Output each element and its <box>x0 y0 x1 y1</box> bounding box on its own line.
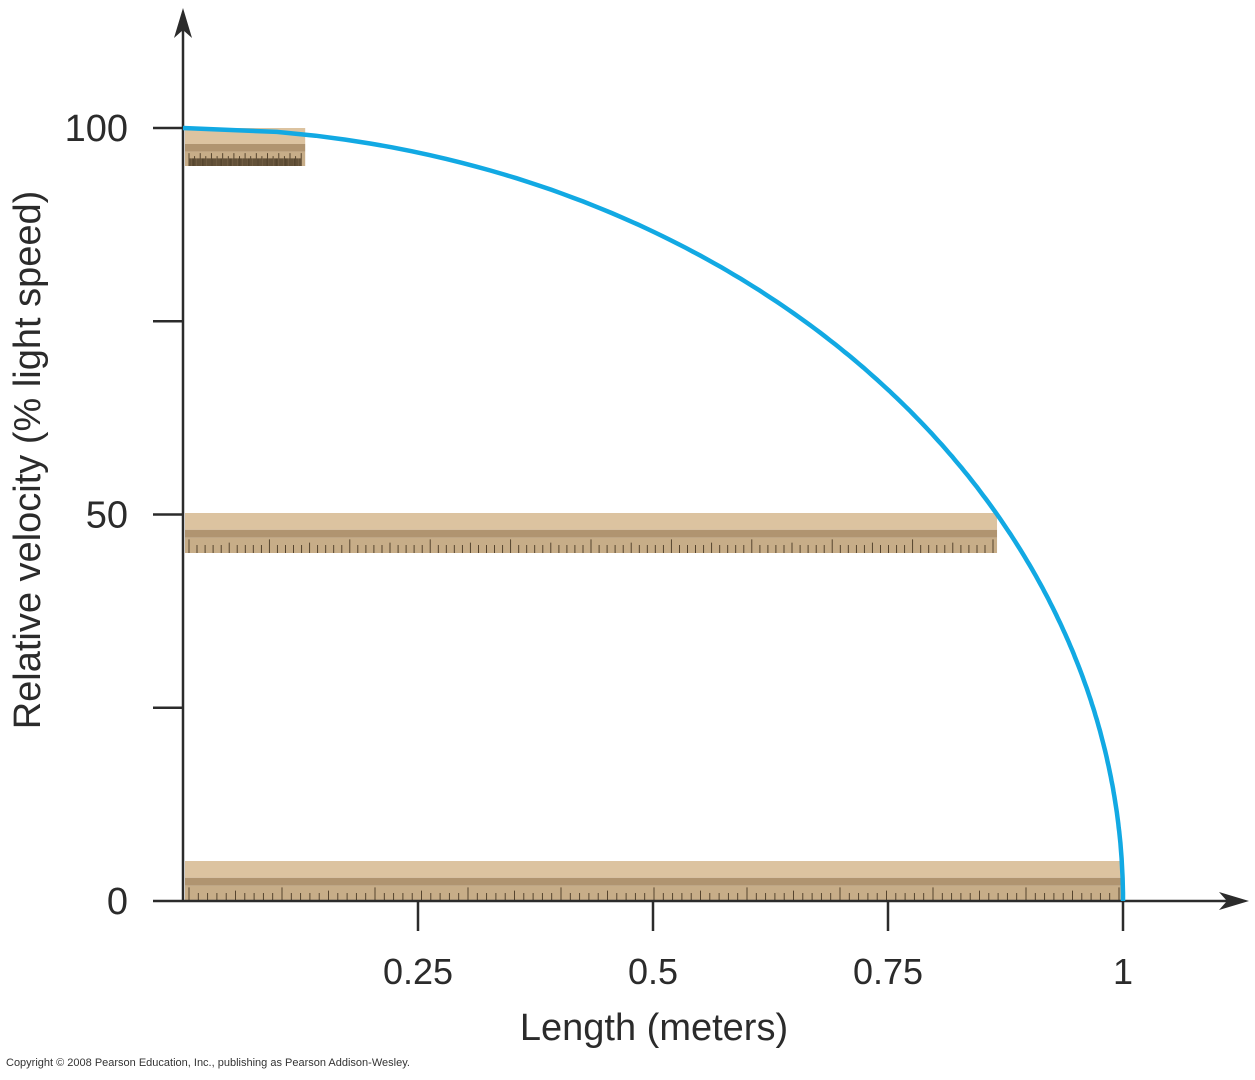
metre-stick-edge <box>185 143 306 152</box>
metre-stick-edge <box>185 529 998 538</box>
x-tick-label: 0.75 <box>853 951 923 992</box>
metre-stick-ticks <box>188 153 302 166</box>
x-axis-arrowhead <box>1219 892 1249 910</box>
metre-stick <box>185 861 1123 901</box>
y-tick-label: 0 <box>107 881 128 923</box>
y-axis-title: Relative velocity (% light speed) <box>7 191 49 730</box>
y-tick-label: 100 <box>65 108 128 150</box>
metre-stick-top <box>185 861 1123 878</box>
velocity-length-curve <box>182 125 1126 901</box>
ticks-layer: 0 50 100 0.25 0.5 0.75 1 <box>65 108 1133 992</box>
x-tick-label: 0.5 <box>628 951 678 992</box>
x-tick-label: 0.25 <box>383 951 453 992</box>
axes-layer <box>174 8 1249 910</box>
metre-stick-ticks <box>188 887 1120 901</box>
y-tick-label: 50 <box>86 495 128 537</box>
metre-stick-top <box>185 513 998 530</box>
x-axis-title: Length (meters) <box>520 1007 788 1049</box>
metre-stick-ticks <box>188 539 994 553</box>
metre-stick <box>185 513 998 553</box>
copyright-notice: Copyright © 2008 Pearson Education, Inc.… <box>6 1057 410 1069</box>
metre-stick-edge <box>185 877 1123 886</box>
y-axis-arrowhead <box>174 8 192 38</box>
rulers-layer <box>185 128 1123 901</box>
x-tick-label: 1 <box>1113 951 1133 992</box>
